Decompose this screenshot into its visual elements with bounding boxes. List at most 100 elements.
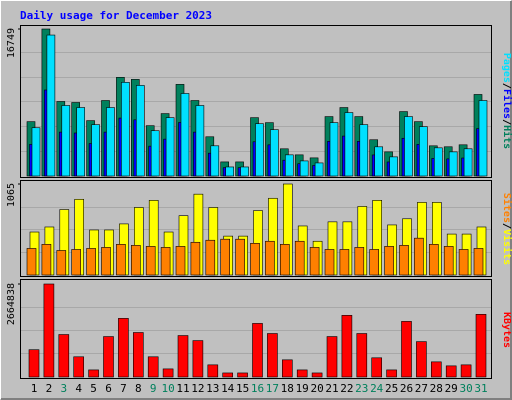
bar <box>225 166 234 177</box>
bar <box>43 283 55 378</box>
bar <box>58 334 70 378</box>
bar <box>299 160 309 177</box>
bar <box>240 166 249 177</box>
bar <box>281 359 293 378</box>
bar <box>190 241 201 276</box>
bar <box>46 34 56 177</box>
x-tick-label: 7 <box>120 382 127 395</box>
bar <box>386 369 397 378</box>
x-tick-label: 29 <box>445 382 458 395</box>
legend-entry: KBytes <box>501 312 512 348</box>
bar <box>371 357 383 378</box>
panel-frame <box>20 25 492 178</box>
bar <box>475 314 487 378</box>
bar <box>433 147 443 177</box>
bar <box>252 323 263 378</box>
bar <box>26 248 37 276</box>
x-tick-label: 5 <box>90 382 97 395</box>
bar <box>73 356 84 378</box>
bar <box>116 244 126 276</box>
bar <box>401 321 412 378</box>
bar <box>359 124 369 177</box>
x-tick-label: 18 <box>281 382 294 395</box>
chart-title: Daily usage for December 2023 <box>20 9 212 22</box>
bar <box>180 93 190 177</box>
x-tick-label: 9 <box>150 382 157 395</box>
bar <box>136 85 145 177</box>
x-tick-label: 6 <box>105 382 112 395</box>
bar <box>314 162 324 177</box>
bar <box>101 247 111 276</box>
x-tick-label: 14 <box>221 382 235 395</box>
bar <box>326 336 338 378</box>
bar <box>356 333 368 378</box>
bar <box>195 105 205 177</box>
legend-separator: / <box>501 223 512 229</box>
bar <box>270 129 279 177</box>
bar <box>103 336 114 378</box>
x-tick-label: 11 <box>176 382 189 395</box>
bar <box>41 244 52 276</box>
bar <box>296 369 308 378</box>
x-tick-label: 21 <box>325 382 338 395</box>
bar <box>419 126 428 177</box>
bar <box>339 249 350 276</box>
bar <box>341 315 353 378</box>
y-tick-label: 2664838 <box>6 283 17 325</box>
bar <box>177 335 189 378</box>
legend: Pages/Files/Hits <box>501 53 512 149</box>
bar <box>147 356 159 378</box>
legend: Sites/Visits <box>501 193 512 265</box>
bar <box>207 364 219 378</box>
bar <box>205 239 216 276</box>
legend-entry: Hits <box>501 125 512 149</box>
bar <box>463 148 473 177</box>
bar <box>458 249 469 276</box>
bar <box>255 123 264 177</box>
x-tick-label: 31 <box>474 382 487 395</box>
bar <box>118 318 129 378</box>
bar <box>329 122 339 177</box>
bar <box>250 242 260 276</box>
x-tick-label: 2 <box>46 382 53 395</box>
x-tick-label: 23 <box>355 382 368 395</box>
bar <box>86 248 96 276</box>
legend-entry: Pages <box>501 53 512 83</box>
bar <box>265 240 275 276</box>
bar <box>294 240 305 276</box>
bar <box>416 341 427 378</box>
bar <box>428 244 439 276</box>
bar <box>235 238 245 276</box>
bar <box>162 368 174 378</box>
panel-frame <box>20 279 492 379</box>
bar <box>133 332 144 378</box>
x-tick-label: 13 <box>206 382 219 395</box>
x-tick-label: 16 <box>251 382 264 395</box>
bar <box>478 100 488 177</box>
x-tick-label: 10 <box>161 382 174 395</box>
x-tick-label: 3 <box>60 382 67 395</box>
legend-separator: / <box>501 83 512 89</box>
bar <box>369 249 380 276</box>
bar <box>175 246 186 276</box>
bar <box>284 154 294 177</box>
bar <box>88 369 99 378</box>
bar <box>160 247 171 276</box>
x-tick-label: 17 <box>266 382 279 395</box>
x-tick-label: 8 <box>135 382 142 395</box>
bar <box>309 247 320 276</box>
bar <box>374 146 384 177</box>
bar <box>56 250 67 276</box>
bar <box>61 105 71 177</box>
bar <box>445 365 457 378</box>
bar <box>210 145 220 177</box>
bar <box>31 127 41 177</box>
bar <box>324 249 335 276</box>
bar <box>473 248 484 276</box>
bar <box>145 246 156 276</box>
bar <box>76 107 85 177</box>
x-tick-label: 12 <box>191 382 204 395</box>
x-tick-label: 22 <box>340 382 353 395</box>
bar <box>222 372 233 378</box>
